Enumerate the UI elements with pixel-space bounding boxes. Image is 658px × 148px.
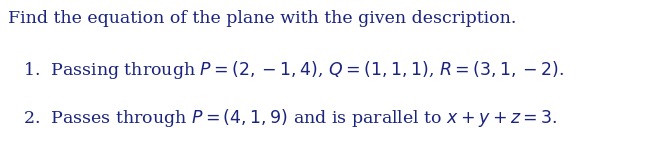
- Text: 2.  Passes through $P = (4, 1, 9)$ and is parallel to $x + y + z = 3$.: 2. Passes through $P = (4, 1, 9)$ and is…: [23, 107, 557, 129]
- Text: Find the equation of the plane with the given description.: Find the equation of the plane with the …: [8, 10, 517, 27]
- Text: 1.  Passing through $P = (2, -1, 4)$, $Q = (1, 1, 1)$, $R = (3, 1, -2)$.: 1. Passing through $P = (2, -1, 4)$, $Q …: [23, 59, 565, 81]
